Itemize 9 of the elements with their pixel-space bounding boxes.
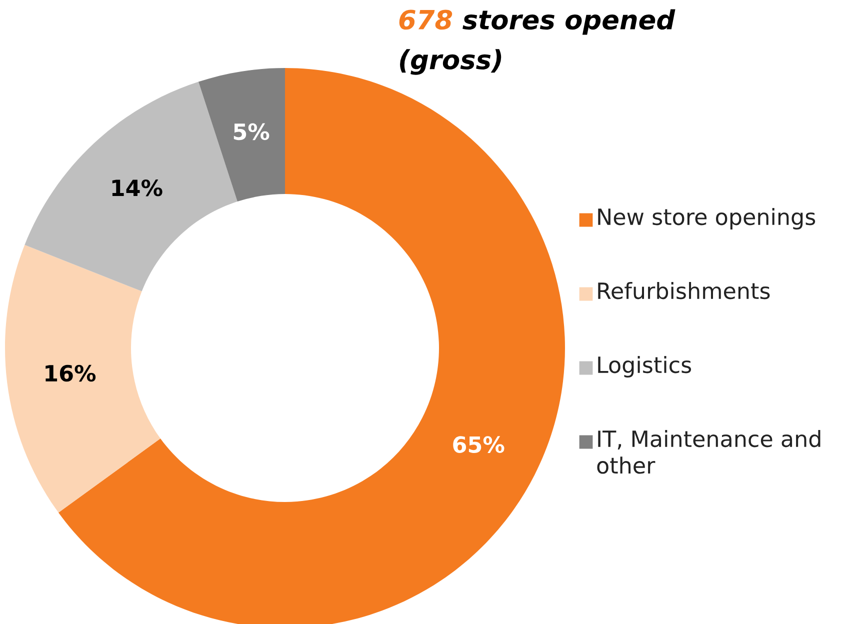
data-label: 16% [46, 364, 96, 382]
data-label: 14% [112, 179, 162, 196]
data-label: 65% [453, 436, 504, 453]
legend-label: New store openings [598, 208, 816, 230]
legend-label: IT, Maintenance and other [597, 430, 820, 474]
chart-title: 678 stores opened (gross) [399, 9, 676, 75]
legend-label: Logistics [598, 356, 692, 378]
data-label: 5% [234, 123, 270, 140]
legend-label: Refurbishments [598, 282, 770, 300]
